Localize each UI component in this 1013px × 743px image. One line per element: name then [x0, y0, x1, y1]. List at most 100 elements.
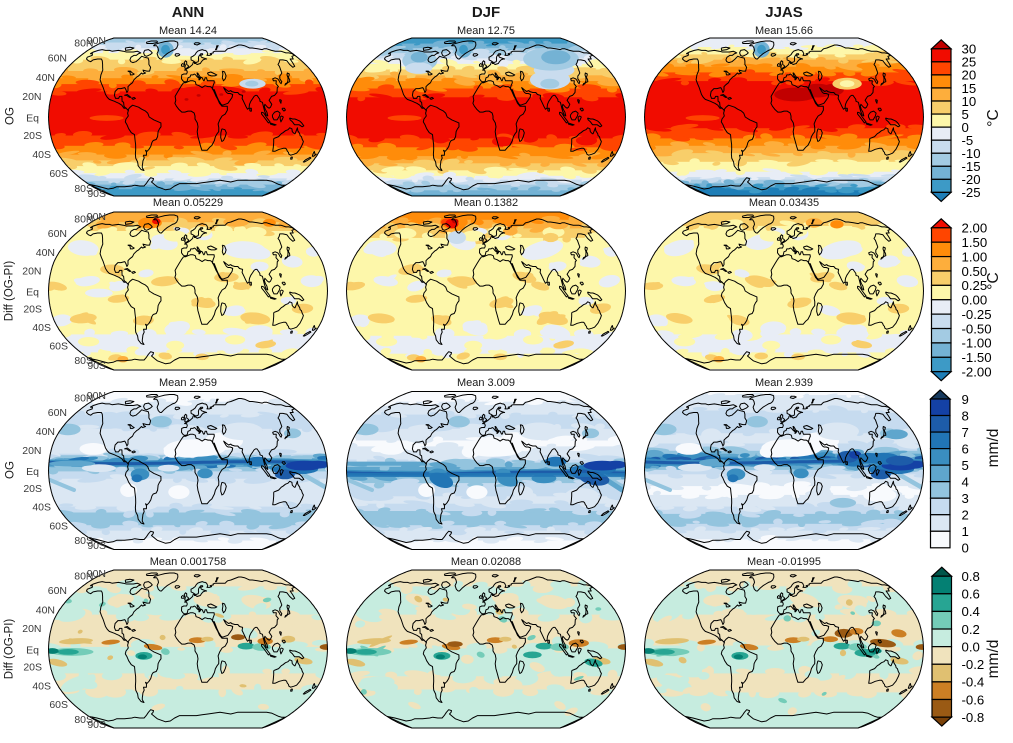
svg-text:80S: 80S — [74, 355, 93, 367]
svg-text:Mean 3.009: Mean 3.009 — [457, 377, 515, 389]
svg-text:20S: 20S — [23, 662, 42, 674]
svg-text:30: 30 — [962, 42, 977, 57]
svg-text:40N: 40N — [36, 426, 55, 438]
svg-text:80S: 80S — [74, 714, 93, 726]
svg-text:Mean 0.001758: Mean 0.001758 — [150, 556, 226, 568]
svg-text:80N: 80N — [74, 570, 93, 582]
svg-text:Mean 12.75: Mean 12.75 — [457, 25, 515, 37]
svg-text:80N: 80N — [74, 213, 93, 225]
svg-text:0.2: 0.2 — [962, 622, 980, 637]
svg-text:DJF: DJF — [472, 4, 500, 21]
svg-text:2: 2 — [962, 508, 969, 523]
svg-text:90S: 90S — [87, 188, 106, 200]
svg-text:90N: 90N — [87, 211, 106, 223]
svg-text:OG: OG — [5, 461, 17, 479]
svg-text:80N: 80N — [74, 392, 93, 404]
svg-text:60S: 60S — [49, 340, 68, 352]
svg-text:-0.4: -0.4 — [962, 675, 985, 690]
svg-text:90N: 90N — [87, 35, 106, 47]
svg-text:90S: 90S — [87, 719, 106, 731]
svg-text:60N: 60N — [48, 407, 67, 419]
svg-text:40N: 40N — [36, 247, 55, 259]
svg-text:0.6: 0.6 — [962, 587, 980, 602]
svg-text:OG: OG — [5, 107, 17, 125]
svg-text:-25: -25 — [962, 185, 981, 200]
svg-text:Mean 0.1382: Mean 0.1382 — [454, 197, 518, 209]
svg-text:20S: 20S — [23, 130, 42, 142]
svg-text:Mean 2.939: Mean 2.939 — [755, 377, 813, 389]
svg-text:1: 1 — [962, 524, 969, 539]
svg-text:9: 9 — [962, 392, 969, 407]
svg-text:40S: 40S — [32, 322, 51, 334]
svg-text:-0.8: -0.8 — [962, 710, 985, 725]
svg-text:0.8: 0.8 — [962, 569, 980, 584]
svg-text:5: 5 — [962, 458, 969, 473]
svg-text:Diff (OG-PI): Diff (OG-PI) — [4, 619, 16, 680]
svg-text:-0.6: -0.6 — [962, 692, 985, 707]
svg-text:20N: 20N — [22, 91, 41, 103]
svg-text:Mean 14.24: Mean 14.24 — [159, 25, 217, 37]
svg-text:-5: -5 — [962, 133, 974, 148]
svg-text:10: 10 — [962, 94, 977, 109]
svg-text:15: 15 — [962, 81, 977, 96]
svg-text:40S: 40S — [32, 502, 51, 514]
svg-text:-0.25: -0.25 — [962, 307, 992, 322]
svg-text:40S: 40S — [32, 681, 51, 693]
svg-text:-2.00: -2.00 — [962, 365, 992, 380]
svg-text:20: 20 — [962, 68, 977, 83]
svg-text:mm/d: mm/d — [985, 429, 1002, 468]
svg-text:ANN: ANN — [172, 4, 205, 21]
svg-text:40S: 40S — [32, 149, 51, 161]
svg-text:3: 3 — [962, 491, 969, 506]
svg-text:60S: 60S — [49, 520, 68, 532]
svg-text:4: 4 — [962, 475, 969, 490]
svg-text:0.50: 0.50 — [962, 264, 988, 279]
svg-text:20S: 20S — [23, 483, 42, 495]
svg-text:7: 7 — [962, 425, 969, 440]
svg-text:°C: °C — [985, 272, 1002, 289]
svg-text:6: 6 — [962, 441, 969, 456]
svg-text:60N: 60N — [48, 53, 67, 65]
svg-text:0.25: 0.25 — [962, 278, 988, 293]
svg-text:Mean 15.66: Mean 15.66 — [755, 25, 813, 37]
svg-text:60N: 60N — [48, 228, 67, 240]
svg-text:Eq: Eq — [26, 286, 39, 298]
svg-text:90S: 90S — [87, 540, 106, 552]
svg-text:-10: -10 — [962, 146, 981, 161]
svg-text:Eq: Eq — [26, 112, 39, 124]
svg-text:40N: 40N — [36, 604, 55, 616]
svg-text:Diff (OG-PI): Diff (OG-PI) — [4, 261, 16, 322]
svg-text:°C: °C — [985, 109, 1002, 126]
svg-text:20S: 20S — [23, 303, 42, 315]
svg-text:Eq: Eq — [26, 644, 39, 656]
svg-text:Mean 2.959: Mean 2.959 — [159, 377, 217, 389]
svg-text:60S: 60S — [49, 699, 68, 711]
svg-text:20N: 20N — [22, 265, 41, 277]
svg-text:90N: 90N — [87, 390, 106, 402]
svg-text:8: 8 — [962, 408, 969, 423]
svg-text:90S: 90S — [87, 360, 106, 372]
svg-text:60N: 60N — [48, 585, 67, 597]
svg-text:mm/d: mm/d — [985, 640, 1002, 679]
svg-text:Mean 0.03435: Mean 0.03435 — [749, 197, 819, 209]
svg-text:0: 0 — [962, 541, 969, 556]
svg-text:80S: 80S — [74, 183, 93, 195]
svg-text:60S: 60S — [49, 168, 68, 180]
svg-text:90N: 90N — [87, 568, 106, 580]
svg-text:Mean 0.02088: Mean 0.02088 — [451, 556, 521, 568]
svg-text:1.00: 1.00 — [962, 249, 988, 264]
svg-text:80N: 80N — [74, 38, 93, 50]
svg-text:-0.2: -0.2 — [962, 657, 985, 672]
svg-text:Mean 0.05229: Mean 0.05229 — [153, 197, 223, 209]
svg-text:40N: 40N — [36, 72, 55, 84]
svg-text:Eq: Eq — [26, 466, 39, 478]
svg-text:2.00: 2.00 — [962, 221, 988, 236]
svg-text:-1.00: -1.00 — [962, 336, 992, 351]
svg-text:0: 0 — [962, 120, 969, 135]
svg-text:JJAS: JJAS — [765, 4, 803, 21]
svg-text:-15: -15 — [962, 159, 981, 174]
svg-text:-1.50: -1.50 — [962, 350, 992, 365]
svg-text:-20: -20 — [962, 172, 981, 187]
svg-text:1.50: 1.50 — [962, 235, 988, 250]
svg-text:0.00: 0.00 — [962, 293, 988, 308]
